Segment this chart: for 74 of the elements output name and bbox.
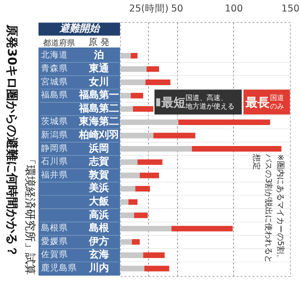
bar: [120, 159, 138, 165]
bar: [192, 146, 282, 152]
bar: [120, 186, 136, 192]
y-tick-label: 島根: [89, 222, 110, 234]
bar: [120, 106, 133, 112]
y2-tick-label: 静岡県: [40, 142, 68, 154]
bar: [132, 106, 154, 112]
bar: [128, 199, 138, 205]
y2-tick-label: 北海道: [40, 50, 68, 61]
bar: [120, 52, 131, 59]
y-axis-title: 原 発: [88, 37, 110, 48]
y-tick-label: 東通: [88, 62, 110, 75]
y-tick-label: 浜岡: [88, 142, 110, 154]
text: 避難開始: [58, 22, 100, 35]
bar: [143, 252, 165, 258]
text: 原発30キロ圏からの避難に何時間かかる？: [4, 23, 19, 258]
bar: [172, 226, 233, 232]
bar: [144, 266, 170, 272]
bar: [132, 239, 140, 245]
y-tick-label: 伊方: [88, 235, 110, 248]
y2-tick-label: 福島県: [40, 90, 68, 101]
y-tick-label: 高浜: [89, 208, 110, 221]
bar: [120, 80, 146, 86]
y2-tick-label: 石川県: [40, 156, 68, 168]
y2-tick-label: 茨城県: [40, 116, 68, 128]
bar: [145, 80, 170, 86]
y2-tick-label: 青森県: [40, 63, 68, 74]
y-tick-label: 大飯: [88, 196, 110, 208]
bar: [120, 132, 154, 138]
x-tick-label: 25(時間): [129, 2, 169, 14]
bar: [120, 119, 178, 126]
x-tick-label: 100: [224, 4, 243, 14]
bar: [120, 66, 147, 72]
bar: [120, 252, 144, 258]
bar: [120, 266, 144, 272]
y-tick-label: 東海第二: [78, 116, 120, 128]
x-tick-label: 50: [171, 4, 184, 14]
bar: [140, 172, 160, 178]
y-tick-label: 玄海: [88, 248, 110, 261]
y-tick-label: 川内: [88, 262, 110, 274]
y-tick-label: 志賀: [88, 156, 110, 168]
bar: [120, 199, 128, 205]
y2-tick-label: 佐賀県: [40, 249, 68, 260]
annotation: ※圏内にあるマイカーの5割、バスの3割が脱出に使われると想定: [252, 153, 285, 264]
bar: [120, 146, 192, 152]
bar: [153, 132, 196, 138]
bar: [120, 226, 172, 232]
y-tick-label: 女川: [88, 76, 110, 88]
bar: [130, 52, 138, 59]
y2-tick-label: 福井県: [40, 169, 68, 180]
y-tick-label: 敦賀: [88, 168, 110, 181]
text: 「環境経済研究所」試算: [24, 154, 37, 276]
bar: [178, 119, 270, 126]
bar: [120, 92, 131, 98]
bar: [120, 239, 132, 245]
bar: [146, 66, 160, 72]
y-tick-label: 柏崎刈羽: [78, 129, 120, 142]
y-tick-label: 美浜: [88, 182, 110, 194]
y2-tick-label: 新潟県: [40, 130, 68, 141]
bar: [134, 212, 148, 218]
bar: [120, 212, 134, 218]
bar: [138, 159, 162, 165]
bar: [135, 186, 150, 192]
y2-tick-label: 鹿児島県: [40, 262, 77, 274]
y-tick-label: 福島第二: [78, 102, 120, 114]
y2-tick-label: 愛媛県: [40, 236, 68, 247]
text: 都道府県: [43, 38, 75, 48]
bar: [130, 92, 144, 98]
y2-tick-label: 島根県: [40, 222, 68, 234]
bar: [120, 172, 140, 178]
x-tick-label: 150: [281, 4, 300, 14]
y2-tick-label: 宮城県: [40, 76, 68, 88]
y-tick-label: 福島第一: [78, 89, 120, 102]
y-tick-label: 泊: [93, 49, 104, 62]
